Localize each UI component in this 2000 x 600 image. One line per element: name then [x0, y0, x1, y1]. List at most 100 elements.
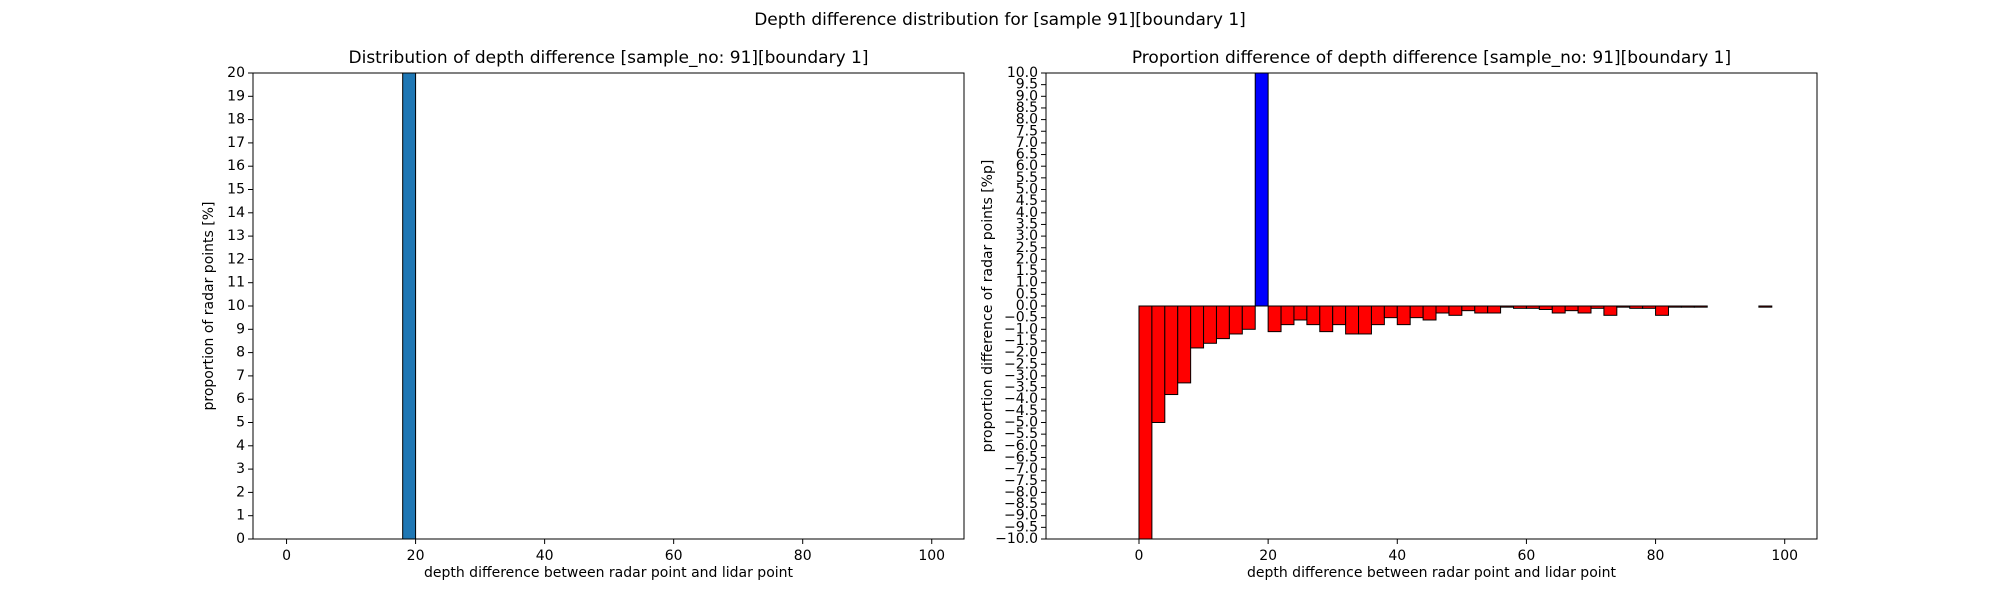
x-axis-label: depth difference between radar point and…	[424, 565, 794, 581]
y-tick-label: 19	[227, 88, 245, 104]
bar	[1190, 305, 1205, 349]
bar	[1655, 305, 1669, 316]
bar	[1138, 305, 1153, 539]
x-tick-label: 0	[1135, 548, 1144, 564]
bar	[1215, 305, 1230, 340]
figure-title: Depth difference distribution for [sampl…	[754, 10, 1246, 30]
axes: 0 20 40 60 80 1000123456789101112131415161718…	[201, 48, 965, 581]
bar	[1667, 305, 1682, 308]
bar	[1538, 305, 1553, 310]
y-tick-label: 9	[236, 321, 245, 337]
bar	[1306, 305, 1321, 326]
y-tick-label: 5.0	[1016, 182, 1038, 198]
x-tick-label: 80	[794, 548, 812, 564]
axes-title: Distribution of depth difference [sample…	[349, 48, 869, 68]
y-tick-label: −8.5	[1004, 496, 1038, 512]
bar	[1513, 305, 1527, 309]
bar	[1422, 305, 1437, 321]
y-tick-label: 5.5	[1016, 170, 1038, 186]
bar	[1409, 305, 1424, 319]
y-tick-label: 18	[227, 112, 245, 128]
bars	[1138, 73, 1773, 539]
bar	[1164, 305, 1179, 396]
y-tick-label: 8	[236, 345, 245, 361]
x-tick-label: 40	[1388, 548, 1406, 564]
bar	[1151, 305, 1166, 423]
bar	[1435, 305, 1450, 314]
y-tick-label: −5.0	[1004, 415, 1038, 431]
y-tick-label: −6.0	[1004, 438, 1038, 454]
bar	[1448, 305, 1463, 316]
y-tick-label: 14	[227, 205, 245, 221]
y-tick-label: 16	[227, 158, 245, 174]
bar	[1280, 305, 1295, 326]
y-tick-label: −7.5	[1004, 473, 1038, 489]
y-tick-label: −2.5	[1004, 356, 1038, 372]
y-axis-label: proportion of radar points [%]	[201, 201, 217, 410]
y-tick-label: 15	[227, 182, 245, 198]
bar	[1758, 305, 1773, 308]
y-tick-label: 4	[236, 438, 245, 454]
y-tick-label: −1.5	[1004, 333, 1038, 349]
y-tick-label: 2.5	[1016, 240, 1038, 256]
y-tick-label: 17	[227, 135, 245, 151]
bar	[1474, 305, 1489, 314]
bar	[1551, 305, 1566, 314]
y-tick-label: 3.0	[1016, 228, 1038, 244]
y-tick-label: 5	[236, 415, 245, 431]
bars	[402, 73, 417, 539]
bar	[1241, 305, 1256, 330]
y-tick-label: 0	[236, 531, 245, 547]
x-tick-label: 20	[407, 548, 425, 564]
y-tick-label: 10	[227, 298, 245, 314]
bar	[1680, 305, 1695, 308]
y-tick-label: 6.5	[1016, 147, 1038, 163]
y-tick-label: 20	[227, 65, 245, 81]
y-tick-label: 3	[236, 461, 245, 477]
y-tick-label: −10.0	[995, 531, 1038, 547]
axes-frame	[252, 72, 965, 540]
y-tick-label: 4.5	[1016, 193, 1038, 209]
y-tick-label: 6.0	[1016, 158, 1038, 174]
y-tick-label: 2.0	[1016, 251, 1038, 267]
bar	[1693, 305, 1708, 308]
y-tick-label: 8.5	[1016, 100, 1038, 116]
y-tick-label: 11	[227, 275, 245, 291]
bar	[1332, 305, 1347, 326]
x-tick-label: 60	[1518, 548, 1536, 564]
bar	[1254, 73, 1269, 307]
bar	[1203, 305, 1217, 344]
y-tick-label: −6.5	[1004, 449, 1038, 465]
bar	[1603, 305, 1618, 316]
bar	[1358, 305, 1372, 335]
y-tick-label: −8.0	[1004, 484, 1038, 500]
y-tick-label: 13	[227, 228, 245, 244]
bar	[1396, 305, 1411, 326]
axes-title: Proportion difference of depth differenc…	[1132, 48, 1731, 68]
bar	[1500, 305, 1515, 308]
bar	[1267, 305, 1282, 333]
y-tick-label: 4.0	[1016, 205, 1038, 221]
y-tick-label: 1	[236, 508, 245, 524]
y-tick-label: −4.5	[1004, 403, 1038, 419]
x-tick-label: 80	[1647, 548, 1665, 564]
y-tick-label: 9.0	[1016, 88, 1038, 104]
y-tick-label: 6	[236, 391, 245, 407]
y-tick-label: 8.0	[1016, 112, 1038, 128]
axes: 0 20 40 60 80 100 −10.0−9.5−9.0−8.5−8.0−7.5−7.…	[980, 48, 1818, 581]
x-axis-label: depth difference between radar point and…	[1247, 565, 1617, 581]
y-tick-label: −9.0	[1004, 508, 1038, 524]
bar	[1383, 305, 1398, 319]
y-tick-label: −2.0	[1004, 345, 1038, 361]
bar	[1642, 305, 1657, 309]
y-tick-label: 1.5	[1016, 263, 1038, 279]
y-tick-label: 10.0	[1007, 65, 1038, 81]
y-tick-label: 7.0	[1016, 135, 1038, 151]
bar	[1293, 305, 1308, 321]
bar	[1370, 305, 1385, 326]
y-tick-label: −3.5	[1004, 380, 1038, 396]
y-tick-label: 0.0	[1016, 298, 1038, 314]
y-tick-label: 3.5	[1016, 216, 1038, 232]
y-tick-label: −4.0	[1004, 391, 1038, 407]
bar	[1319, 305, 1334, 333]
